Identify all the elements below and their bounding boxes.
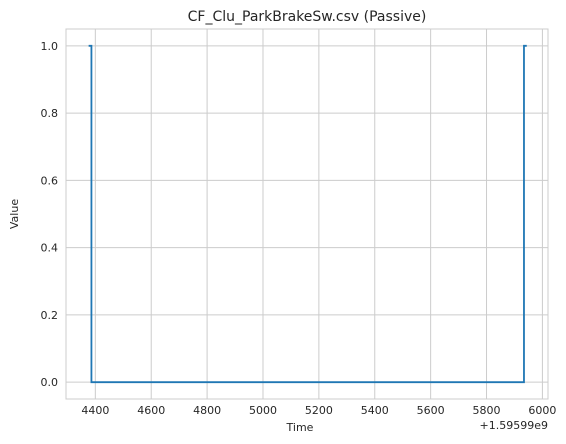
x-tick-label: 4600 (137, 404, 165, 417)
x-offset-label: +1.59599e9 (480, 419, 548, 432)
x-tick-labels: 4400 4600 4800 5000 5200 5400 5600 5800 6000 (81, 404, 556, 417)
x-tick-label: 4800 (193, 404, 221, 417)
y-axis-label: Value (8, 199, 21, 229)
x-tick-label: 5600 (417, 404, 445, 417)
y-tick-label: 0.6 (41, 174, 59, 187)
y-tick-labels: 0.0 0.2 0.4 0.6 0.8 1.0 (41, 40, 59, 389)
y-tick-label: 0.8 (41, 107, 59, 120)
y-tick-label: 0.2 (41, 309, 59, 322)
x-tick-label: 5800 (473, 404, 501, 417)
y-tick-label: 0.0 (41, 376, 59, 389)
x-tick-label: 5400 (361, 404, 389, 417)
y-tick-label: 1.0 (41, 40, 59, 53)
x-tick-label: 4400 (81, 404, 109, 417)
x-tick-label: 6000 (528, 404, 556, 417)
x-tick-label: 5000 (249, 404, 277, 417)
chart-title: CF_Clu_ParkBrakeSw.csv (Passive) (188, 9, 427, 25)
y-tick-label: 0.4 (41, 242, 59, 255)
x-axis-label: Time (286, 421, 314, 434)
plot-background (66, 29, 548, 399)
x-tick-label: 5200 (305, 404, 333, 417)
